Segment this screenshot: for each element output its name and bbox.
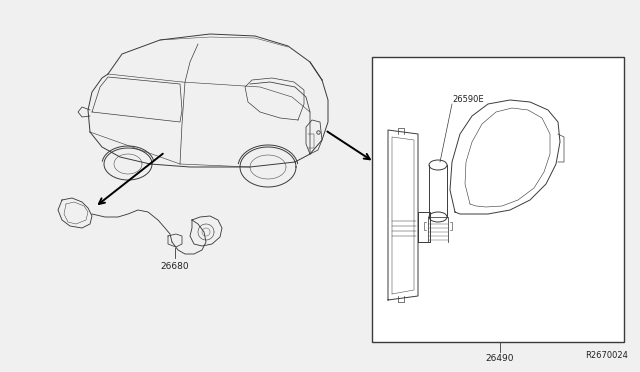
Text: 26590E: 26590E <box>452 95 484 104</box>
Text: 26490: 26490 <box>486 354 515 363</box>
Text: 26680: 26680 <box>161 262 189 271</box>
Text: R2670024: R2670024 <box>585 351 628 360</box>
Bar <box>372 57 624 342</box>
